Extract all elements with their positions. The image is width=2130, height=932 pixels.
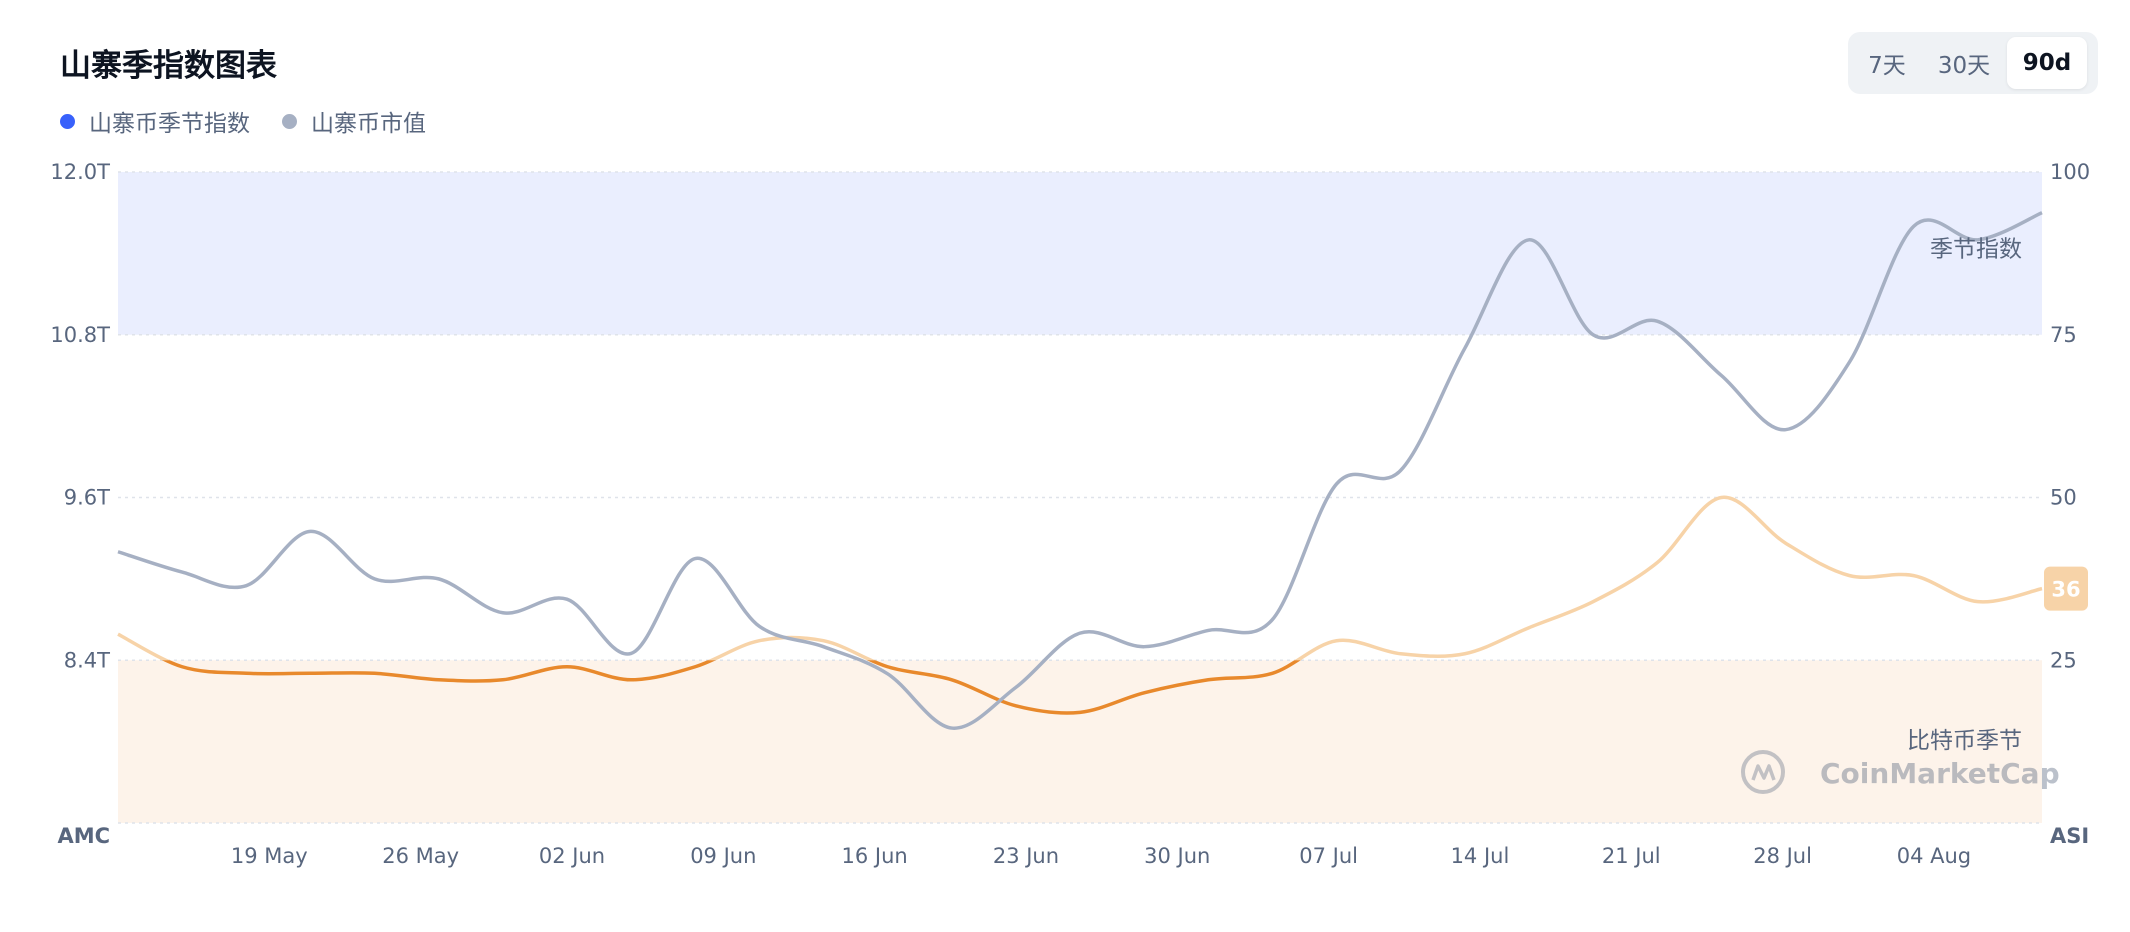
x-axis-tick-label: 02 Jun [539, 844, 605, 868]
right-axis-tick-label: 50 [2050, 486, 2077, 510]
left-axis-title: AMC [57, 824, 110, 848]
coinmarketcap-logo-icon [1741, 750, 1785, 794]
right-axis-tick-label: 100 [2050, 160, 2090, 184]
chart-title: 山寨季指数图表 [60, 48, 277, 84]
x-axis-tick-label: 19 May [231, 844, 308, 868]
x-axis-tick-label: 04 Aug [1897, 844, 1971, 868]
bitcoin-season-zone [118, 660, 2042, 823]
watermark-text: CoinMarketCap [1820, 757, 2060, 790]
season-index-line-upper [117, 495, 2043, 661]
current-value-badge [2044, 566, 2088, 611]
x-axis-tick-label: 30 Jun [1144, 844, 1210, 868]
legend-item-market-cap[interactable]: 山寨币市值 [282, 104, 426, 138]
right-axis-tick-label: 75 [2050, 323, 2077, 347]
left-axis-tick-label: 9.6T [64, 486, 110, 510]
altcoin-season-zone-label: 季节指数 [1930, 237, 2022, 263]
x-axis-tick-label: 26 May [382, 844, 459, 868]
x-axis-tick-label: 09 Jun [690, 844, 756, 868]
x-axis-tick-label: 07 Jul [1299, 844, 1358, 868]
left-axis-tick-label: 8.4T [64, 648, 110, 672]
bitcoin-season-zone-label: 比特币季节 [1907, 728, 2022, 754]
range-30d-button[interactable]: 30天 [1937, 53, 1991, 79]
legend-dot-gray-icon [282, 113, 297, 129]
chart-legend: 山寨币季节指数 山寨币市值 [60, 104, 458, 138]
legend-label: 山寨币市值 [311, 111, 426, 137]
season-index-line-lower [161, 660, 1301, 715]
altcoin-season-zone [118, 172, 2042, 335]
x-axis-tick-label: 28 Jul [1753, 844, 1812, 868]
time-range-selector: 7天 30天 90d [1848, 32, 2098, 94]
x-axis-tick-label: 21 Jul [1602, 844, 1661, 868]
market-cap-line [117, 211, 2043, 730]
x-axis-tick-label: 14 Jul [1451, 844, 1510, 868]
left-axis-tick-label: 12.0T [50, 160, 110, 184]
right-axis-tick-label: 25 [2050, 648, 2077, 672]
legend-label: 山寨币季节指数 [89, 111, 250, 137]
x-axis-tick-label: 23 Jun [993, 844, 1059, 868]
logo-mark [1751, 764, 1776, 781]
x-axis-tick-label: 16 Jun [842, 844, 908, 868]
left-axis-tick-label: 10.8T [50, 323, 110, 347]
right-axis-title: ASI [2050, 824, 2089, 848]
current-value-badge-text: 36 [2051, 578, 2080, 602]
legend-dot-blue-icon [60, 113, 75, 129]
range-7d-button[interactable]: 7天 [1868, 53, 1906, 79]
legend-item-season-index[interactable]: 山寨币季节指数 [60, 104, 250, 138]
logo-circle [1741, 750, 1785, 794]
range-90d-button[interactable]: 90d [2007, 37, 2087, 89]
